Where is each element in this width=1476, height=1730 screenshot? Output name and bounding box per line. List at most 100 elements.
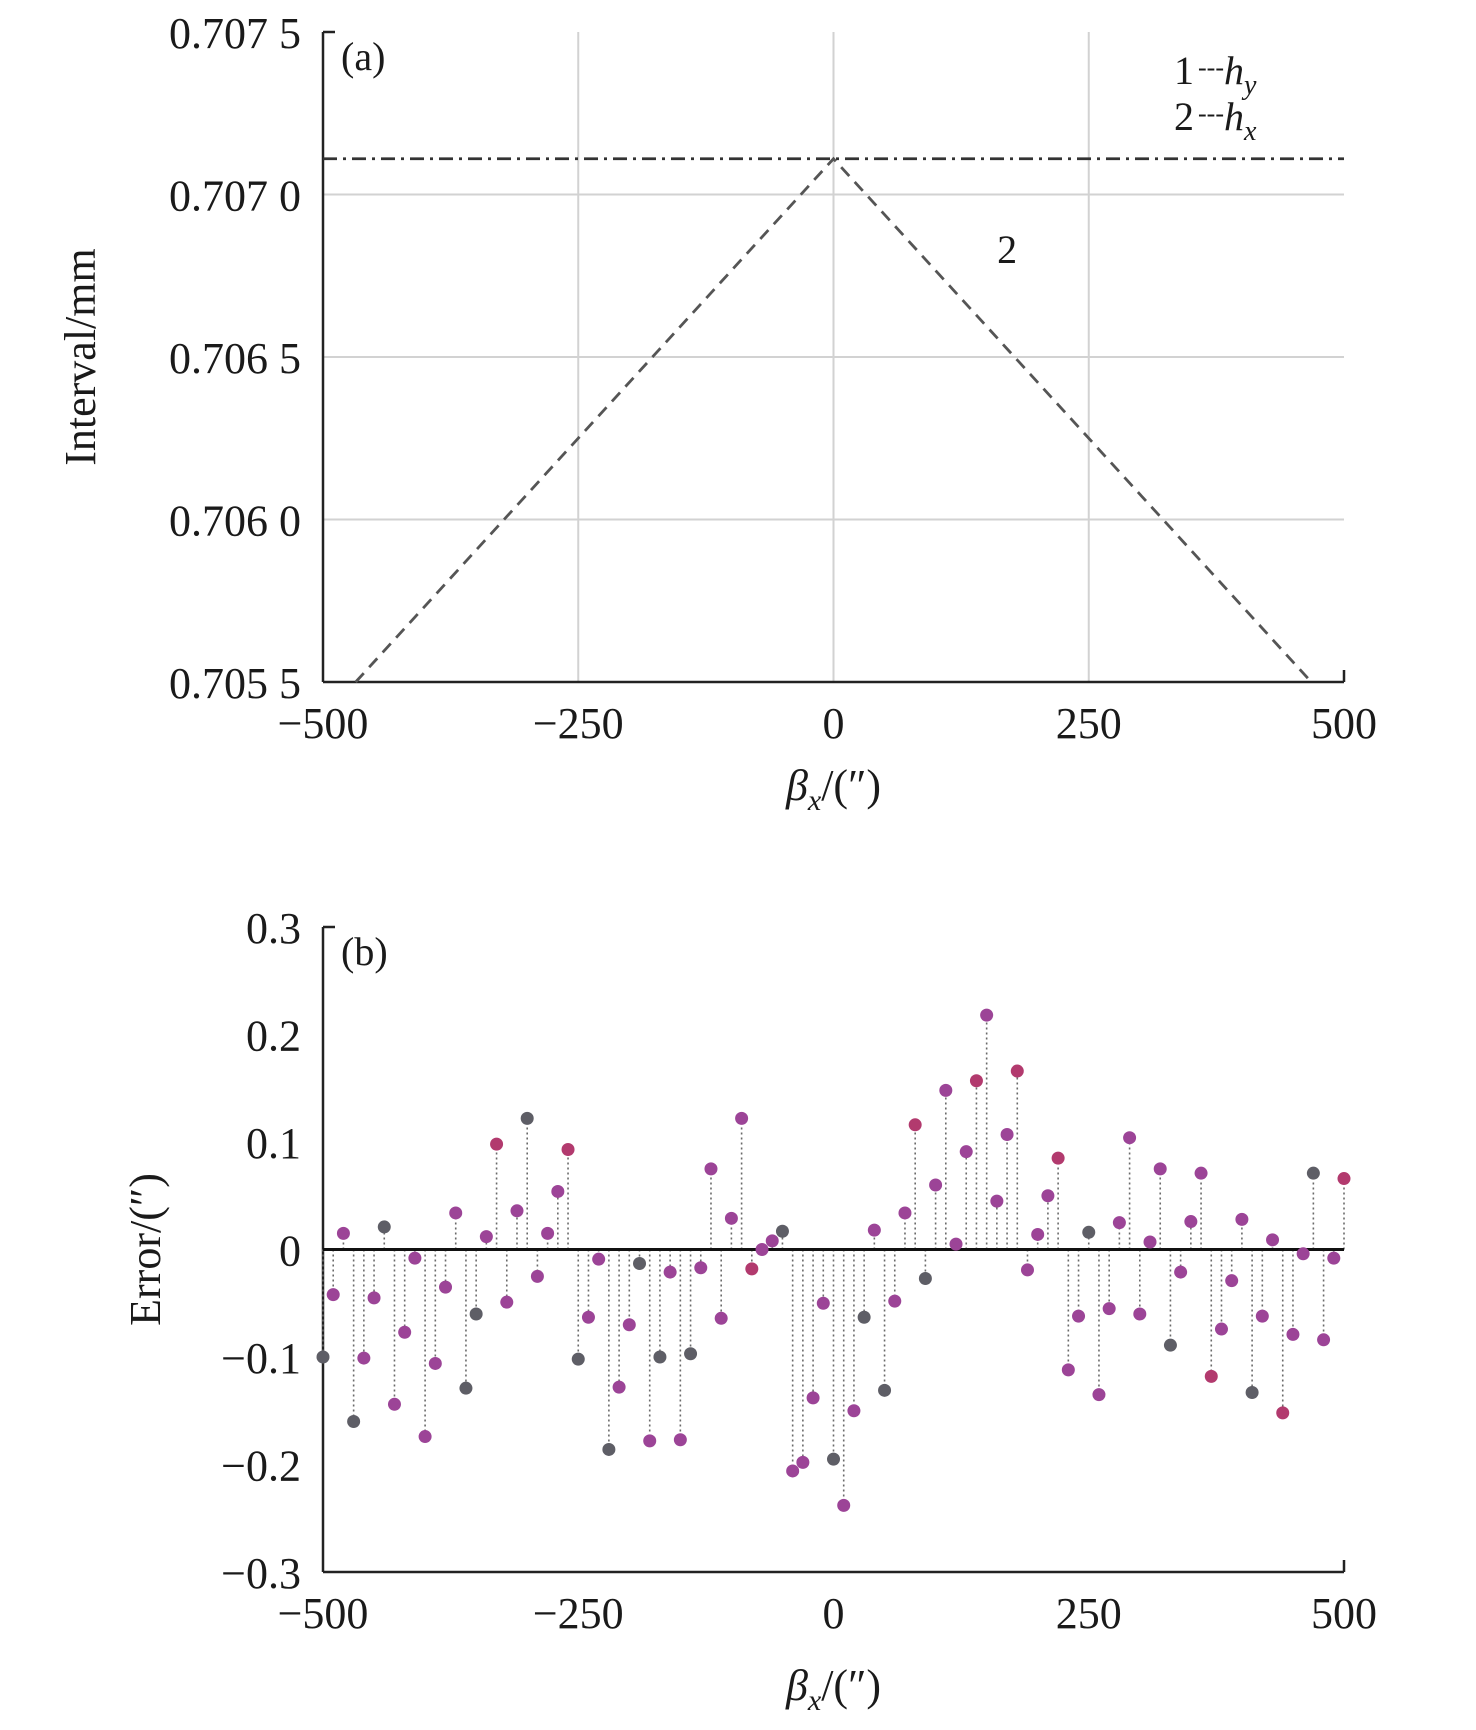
data-point bbox=[408, 1251, 422, 1265]
y-tick-label: 0 bbox=[279, 1227, 301, 1276]
data-point bbox=[837, 1498, 851, 1512]
data-point bbox=[1255, 1309, 1269, 1323]
legend-line-sample: --- bbox=[1198, 53, 1224, 82]
x-axis-label: βx/(″) bbox=[785, 1661, 881, 1717]
data-point bbox=[459, 1381, 473, 1395]
data-point bbox=[428, 1356, 442, 1370]
data-point bbox=[469, 1307, 483, 1321]
data-point bbox=[561, 1143, 575, 1157]
data-point bbox=[510, 1204, 524, 1218]
x-tick-label: −500 bbox=[278, 699, 369, 748]
data-point bbox=[735, 1111, 749, 1125]
x-tick-label: −250 bbox=[533, 699, 624, 748]
data-point bbox=[1184, 1215, 1198, 1229]
data-point bbox=[1072, 1309, 1086, 1323]
data-point bbox=[969, 1074, 983, 1088]
data-point bbox=[571, 1352, 585, 1366]
data-point bbox=[1286, 1327, 1300, 1341]
data-point bbox=[908, 1118, 922, 1132]
data-point bbox=[643, 1434, 657, 1448]
series-line-2 bbox=[354, 156, 1313, 683]
x-tick-label: 250 bbox=[1056, 699, 1122, 748]
data-point bbox=[857, 1310, 871, 1324]
data-point bbox=[530, 1269, 544, 1283]
panel-label: (b) bbox=[341, 929, 388, 974]
y-tick-label: −0.3 bbox=[221, 1549, 301, 1598]
data-point bbox=[959, 1145, 973, 1159]
data-point bbox=[347, 1415, 361, 1428]
legend-subscript: y bbox=[1241, 70, 1257, 101]
x-axis-unit: /(″) bbox=[821, 1661, 881, 1710]
data-point bbox=[500, 1295, 514, 1309]
x-axis-label: βx/(″) bbox=[785, 761, 881, 817]
data-point bbox=[673, 1433, 687, 1447]
x-tick-label: −500 bbox=[278, 1589, 369, 1638]
data-point bbox=[1163, 1338, 1177, 1352]
data-point bbox=[1123, 1131, 1137, 1145]
data-point bbox=[796, 1455, 810, 1469]
data-point bbox=[694, 1261, 708, 1275]
data-point bbox=[439, 1280, 453, 1294]
data-point bbox=[1020, 1263, 1034, 1277]
legend-entry: 1 ---hy bbox=[1174, 48, 1257, 101]
data-point bbox=[377, 1220, 391, 1234]
data-point bbox=[847, 1404, 861, 1418]
data-point bbox=[612, 1380, 626, 1394]
data-point bbox=[581, 1310, 595, 1324]
data-point bbox=[939, 1083, 953, 1097]
data-point bbox=[1194, 1166, 1208, 1180]
y-tick-label: 0.707 5 bbox=[169, 9, 301, 58]
data-point bbox=[1276, 1406, 1290, 1420]
data-point bbox=[1204, 1369, 1218, 1383]
data-point bbox=[1225, 1274, 1239, 1288]
panel-a-chart: −500 −250 0 250 500 0.705 5 0.706 0 0.706 5 0.70… bbox=[56, 9, 1377, 817]
data-point bbox=[653, 1350, 667, 1364]
x-axis-symbol: β bbox=[785, 1661, 808, 1710]
data-point bbox=[898, 1206, 912, 1220]
data-point bbox=[326, 1288, 340, 1302]
data-point bbox=[367, 1291, 381, 1305]
data-point bbox=[1031, 1227, 1045, 1241]
data-point bbox=[775, 1224, 789, 1238]
data-point bbox=[1092, 1388, 1106, 1402]
panel-label: (a) bbox=[341, 34, 385, 79]
x-tick-label: −250 bbox=[533, 1589, 624, 1638]
data-point bbox=[1143, 1235, 1157, 1249]
x-axis-unit: /(″) bbox=[821, 761, 881, 810]
data-point bbox=[867, 1223, 881, 1237]
y-axis-label: Error/(″) bbox=[121, 1173, 170, 1326]
data-point bbox=[1010, 1064, 1024, 1078]
data-point bbox=[418, 1430, 432, 1444]
data-point bbox=[1337, 1172, 1351, 1186]
data-point bbox=[990, 1194, 1004, 1208]
data-point bbox=[949, 1237, 963, 1251]
y-tick-label: 0.706 5 bbox=[169, 334, 301, 383]
data-point bbox=[684, 1347, 698, 1361]
data-point bbox=[551, 1184, 565, 1198]
data-point bbox=[816, 1296, 830, 1310]
data-point bbox=[1153, 1162, 1167, 1176]
data-point bbox=[1266, 1233, 1280, 1247]
curve-label: 2 bbox=[997, 227, 1017, 272]
data-point bbox=[1051, 1151, 1065, 1165]
data-point bbox=[929, 1178, 943, 1192]
data-point bbox=[1306, 1166, 1320, 1180]
data-point bbox=[520, 1111, 534, 1125]
legend-symbol: h bbox=[1224, 94, 1244, 139]
data-point bbox=[1000, 1127, 1014, 1141]
data-point bbox=[1296, 1247, 1310, 1261]
y-tick-label: 0.3 bbox=[246, 904, 301, 953]
data-point bbox=[479, 1230, 493, 1244]
data-point bbox=[1133, 1307, 1147, 1321]
y-tick-label: 0.707 0 bbox=[169, 172, 301, 221]
x-axis-subscript: x bbox=[807, 1684, 822, 1717]
y-axis-label: Interval/mm bbox=[56, 248, 105, 466]
legend-number: 2 bbox=[1174, 94, 1194, 139]
y-tick-label: 0.706 0 bbox=[169, 497, 301, 546]
data-point bbox=[765, 1234, 779, 1248]
data-point bbox=[592, 1252, 606, 1266]
data-point bbox=[316, 1350, 330, 1364]
x-tick-label: 0 bbox=[823, 699, 845, 748]
